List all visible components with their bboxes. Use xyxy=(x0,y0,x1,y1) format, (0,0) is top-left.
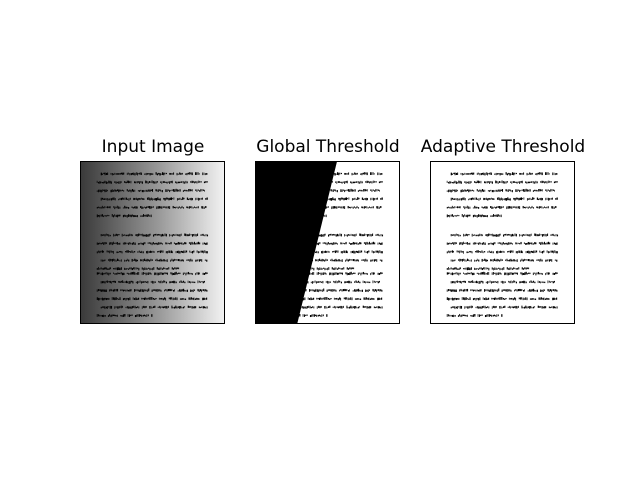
gradient-document-image xyxy=(81,162,224,323)
global-threshold-title: Global Threshold xyxy=(256,137,400,157)
global-threshold-image xyxy=(256,162,399,323)
thresholded-dark-region xyxy=(256,162,337,323)
document-text-lines xyxy=(96,172,209,318)
document-text-lines xyxy=(446,172,559,318)
input-image-title: Input Image xyxy=(101,137,205,157)
input-image-panel xyxy=(80,161,225,324)
adaptive-threshold-image xyxy=(431,162,574,323)
adaptive-threshold-title: Adaptive Threshold xyxy=(420,137,586,157)
adaptive-threshold-panel xyxy=(430,161,575,324)
global-threshold-panel xyxy=(255,161,400,324)
